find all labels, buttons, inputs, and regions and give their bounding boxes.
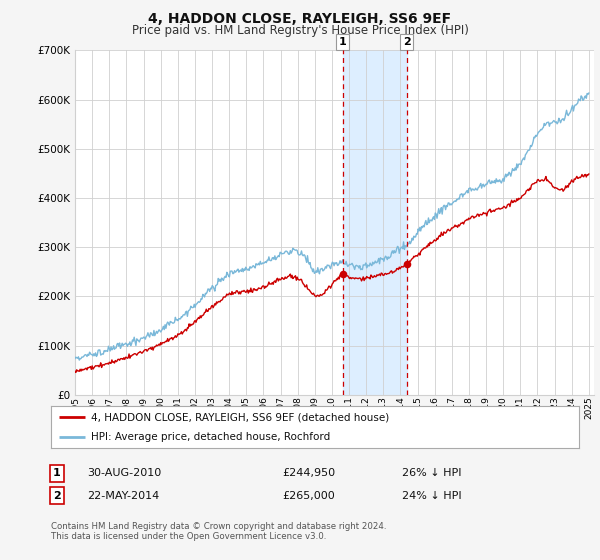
Text: 1: 1	[53, 468, 61, 478]
Text: £244,950: £244,950	[282, 468, 335, 478]
Bar	[343, 50, 407, 395]
Text: £265,000: £265,000	[282, 491, 335, 501]
Text: 2: 2	[53, 491, 61, 501]
Text: 4, HADDON CLOSE, RAYLEIGH, SS6 9EF (detached house): 4, HADDON CLOSE, RAYLEIGH, SS6 9EF (deta…	[91, 412, 389, 422]
Text: 2: 2	[403, 37, 410, 47]
Text: 22-MAY-2014: 22-MAY-2014	[87, 491, 159, 501]
Text: Contains HM Land Registry data © Crown copyright and database right 2024.: Contains HM Land Registry data © Crown c…	[51, 522, 386, 531]
Text: 26% ↓ HPI: 26% ↓ HPI	[402, 468, 461, 478]
Text: 1: 1	[339, 37, 346, 47]
Text: Price paid vs. HM Land Registry's House Price Index (HPI): Price paid vs. HM Land Registry's House …	[131, 24, 469, 37]
Point	[402, 260, 412, 269]
Point	[338, 270, 347, 279]
Text: 30-AUG-2010: 30-AUG-2010	[87, 468, 161, 478]
Text: 24% ↓ HPI: 24% ↓ HPI	[402, 491, 461, 501]
Text: HPI: Average price, detached house, Rochford: HPI: Average price, detached house, Roch…	[91, 432, 330, 442]
Text: 4, HADDON CLOSE, RAYLEIGH, SS6 9EF: 4, HADDON CLOSE, RAYLEIGH, SS6 9EF	[148, 12, 452, 26]
Text: This data is licensed under the Open Government Licence v3.0.: This data is licensed under the Open Gov…	[51, 532, 326, 541]
